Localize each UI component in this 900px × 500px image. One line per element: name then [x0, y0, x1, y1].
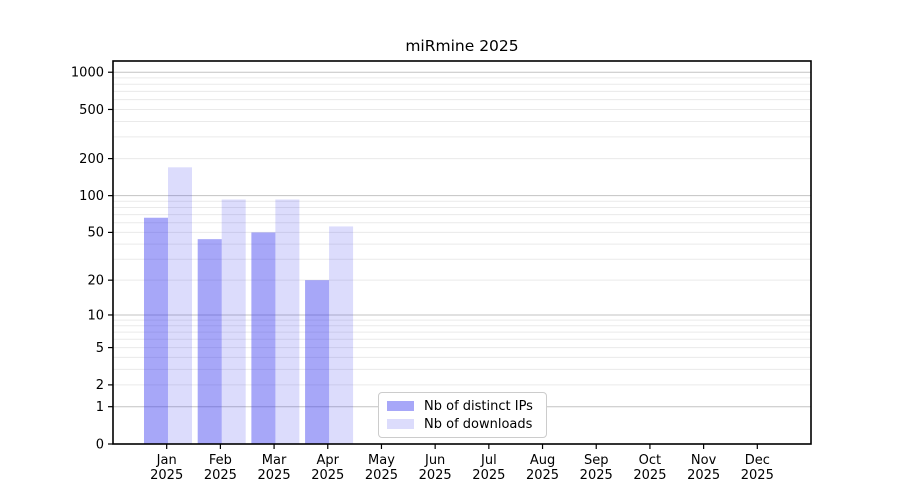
- y-tick-label: 100: [79, 189, 104, 204]
- x-tick-label-year: 2025: [580, 468, 613, 483]
- x-tick-label-year: 2025: [633, 468, 666, 483]
- bar-downloads: [275, 199, 300, 444]
- y-tick-label: 500: [79, 103, 104, 118]
- x-tick-label-month: Mar: [262, 453, 287, 468]
- y-tick-label: 5: [96, 341, 104, 356]
- y-tick-label: 20: [87, 273, 104, 288]
- x-tick-label-month: Sep: [584, 453, 609, 468]
- y-tick-label: 2: [96, 378, 104, 393]
- x-tick-label-month: Dec: [745, 453, 770, 468]
- bar-downloads: [221, 199, 246, 444]
- x-tick-label-month: Aug: [530, 453, 555, 468]
- x-tick-label-year: 2025: [687, 468, 720, 483]
- x-tick-label-year: 2025: [311, 468, 344, 483]
- x-tick-label-year: 2025: [526, 468, 559, 483]
- bar-distinct-ips: [251, 232, 276, 444]
- bar-distinct-ips: [143, 217, 168, 444]
- legend-item-downloads: Nb of downloads: [387, 417, 546, 432]
- x-tick-label-year: 2025: [258, 468, 291, 483]
- bar-downloads: [167, 167, 192, 444]
- x-tick-label-year: 2025: [150, 468, 183, 483]
- legend: Nb of distinct IPs Nb of downloads: [378, 392, 547, 438]
- x-tick-label-year: 2025: [741, 468, 774, 483]
- x-tick-label-month: Jun: [424, 453, 445, 468]
- y-tick-label: 1: [96, 400, 104, 415]
- legend-swatch-downloads: [387, 419, 414, 429]
- x-tick-label-year: 2025: [419, 468, 452, 483]
- x-tick-label-month: Apr: [317, 453, 340, 468]
- x-tick-label-month: May: [368, 453, 395, 468]
- y-tick-label: 200: [79, 152, 104, 167]
- x-tick-label-month: Feb: [209, 453, 232, 468]
- bar-distinct-ips: [197, 239, 222, 444]
- plot-border: [112, 60, 812, 445]
- bar-downloads: [329, 226, 354, 444]
- x-tick-label-year: 2025: [365, 468, 398, 483]
- y-tick-label: 0: [96, 437, 104, 452]
- x-tick-label-month: Jul: [480, 453, 497, 468]
- chart-title: miRmine 2025: [405, 37, 519, 55]
- legend-item-distinct-ips: Nb of distinct IPs: [387, 399, 546, 414]
- x-tick-label-month: Jan: [156, 453, 177, 468]
- x-tick-label-month: Nov: [691, 453, 717, 468]
- legend-label-distinct-ips: Nb of distinct IPs: [424, 398, 533, 414]
- legend-swatch-distinct-ips: [387, 401, 414, 411]
- x-tick-label-year: 2025: [472, 468, 505, 483]
- y-tick-label: 1000: [71, 66, 104, 81]
- y-tick-label: 50: [87, 226, 104, 241]
- bar-distinct-ips: [305, 280, 330, 444]
- x-tick-label-month: Oct: [639, 453, 661, 468]
- legend-label-downloads: Nb of downloads: [424, 416, 533, 432]
- y-tick-label: 10: [87, 308, 104, 323]
- x-tick-label-year: 2025: [204, 468, 237, 483]
